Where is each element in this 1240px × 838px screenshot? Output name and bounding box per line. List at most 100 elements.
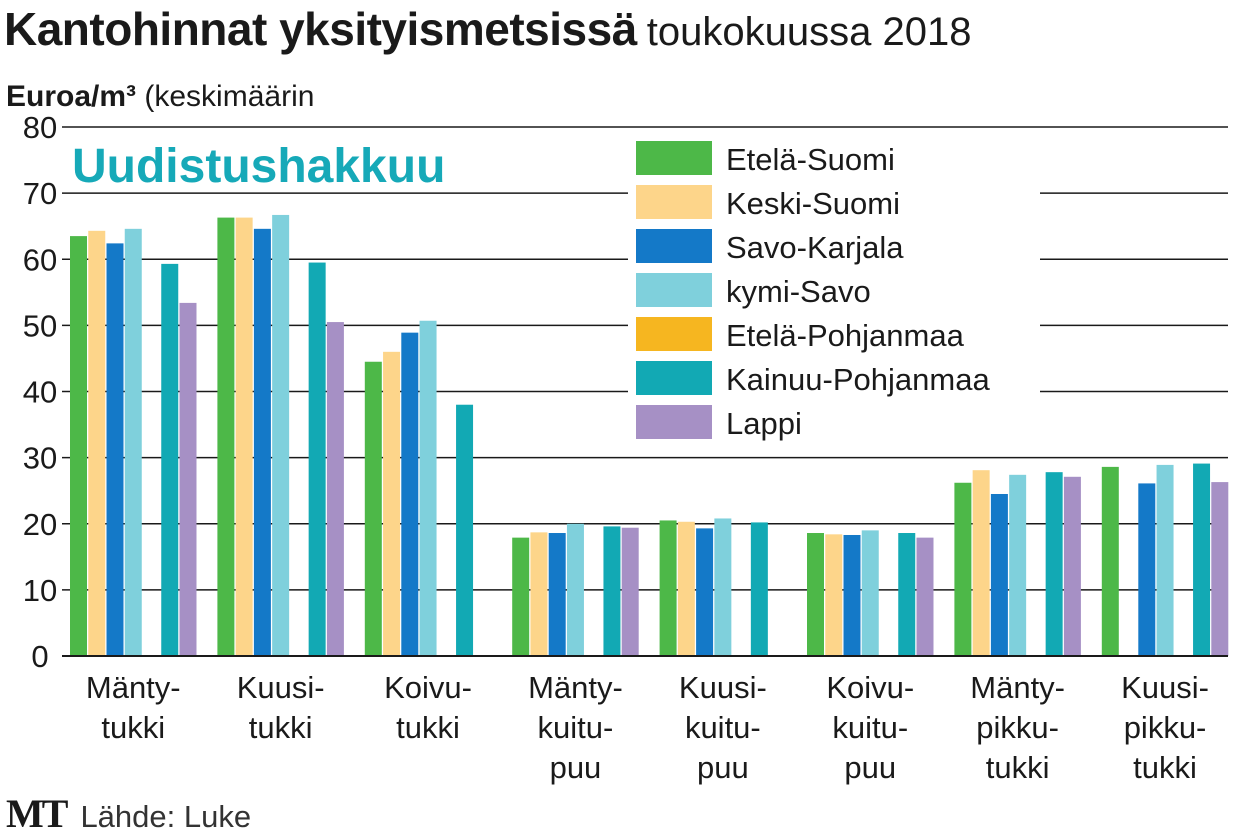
bar [383, 351, 401, 656]
legend-label: Etelä-Pohjanmaa [726, 318, 965, 353]
bar [530, 532, 548, 656]
bar [1009, 474, 1027, 656]
x-tick-label: puu [550, 750, 602, 785]
bar [1045, 472, 1063, 656]
x-tick-label: tukki [986, 750, 1050, 785]
x-tick-label: kuitu- [538, 710, 614, 745]
footer: MT Lähde: Luke [6, 790, 251, 837]
y-tick-label: 20 [23, 507, 57, 542]
x-tick-label: kuitu- [832, 710, 908, 745]
bar [106, 243, 124, 656]
unit-label-bold: Euroa/m³ [6, 80, 137, 113]
bar [677, 521, 695, 656]
bar [88, 230, 106, 656]
bar [272, 214, 290, 657]
bar [512, 537, 530, 656]
x-tick-label: Kuusi- [679, 670, 767, 705]
bar [1101, 466, 1119, 656]
chart-header: Kantohinnat yksityismetsissä toukokuussa … [4, 2, 971, 56]
legend-label: kymi-Savo [726, 274, 871, 309]
y-tick-label: 10 [23, 573, 57, 608]
bar [179, 302, 197, 656]
bar [621, 527, 639, 656]
x-tick-label: Mänty- [970, 670, 1065, 705]
x-tick-label: pikku- [1124, 710, 1207, 745]
bar [825, 534, 843, 656]
y-tick-label: 50 [23, 308, 57, 343]
bar [659, 520, 677, 656]
bar [326, 322, 344, 656]
bar [972, 470, 990, 656]
x-tick-label: Kuusi- [1121, 670, 1209, 705]
y-tick-label: 60 [23, 242, 57, 277]
legend-swatch [636, 185, 712, 219]
bar [308, 262, 326, 656]
bar [861, 530, 879, 656]
bar [217, 217, 235, 656]
bar [1156, 464, 1174, 656]
panel-label: Uudistushakkuu [72, 140, 445, 193]
bar [990, 493, 1008, 656]
bar [843, 534, 861, 656]
bar [548, 533, 566, 656]
y-tick-label: 30 [23, 441, 57, 476]
chart-subtitle: toukokuussa 2018 [646, 10, 972, 54]
bar [898, 533, 916, 656]
legend-label: Etelä-Suomi [726, 142, 895, 177]
bar [364, 361, 382, 656]
y-tick-label: 0 [31, 639, 48, 674]
legend-swatch [636, 273, 712, 307]
x-tick-label: kuitu- [685, 710, 761, 745]
bar [1138, 483, 1156, 656]
bar [253, 228, 271, 656]
bar [566, 523, 584, 656]
unit-label-rest: (keskimäärin [144, 80, 315, 113]
y-tick-label: 40 [23, 375, 57, 410]
bar [161, 263, 179, 656]
bar [954, 482, 972, 656]
bar [916, 537, 934, 656]
bar [70, 236, 87, 656]
legend-label: Savo-Karjala [726, 230, 904, 265]
bar [603, 526, 621, 656]
bar [750, 522, 768, 656]
bar [401, 332, 419, 656]
legend-swatch [636, 361, 712, 395]
legend-label: Kainuu-Pohjanmaa [726, 362, 990, 397]
x-tick-label: puu [697, 750, 749, 785]
x-tick-label: tukki [396, 710, 460, 745]
x-tick-label: Koivu- [826, 670, 914, 705]
bar [1193, 463, 1211, 656]
x-tick-label: Mänty- [86, 670, 181, 705]
legend-label: Keski-Suomi [726, 186, 900, 221]
chart-title: Kantohinnat yksityismetsissä [4, 3, 637, 55]
x-tick-label: tukki [1133, 750, 1197, 785]
bar [419, 320, 437, 656]
y-tick-label: 80 [23, 110, 57, 145]
bar [714, 518, 732, 656]
x-tick-label: puu [844, 750, 896, 785]
y-axis-unit-label: Euroa/m³ (keskimäärin [6, 80, 314, 114]
bar [1211, 482, 1229, 656]
y-tick-label: 70 [23, 176, 57, 211]
bar [1063, 476, 1081, 656]
bar [696, 528, 714, 656]
x-tick-label: tukki [101, 710, 165, 745]
x-tick-label: Kuusi- [237, 670, 325, 705]
legend-swatch [636, 405, 712, 439]
bar [456, 404, 474, 656]
bar [235, 217, 253, 656]
legend-swatch [636, 317, 712, 351]
legend-swatch [636, 141, 712, 175]
x-tick-label: Mänty- [528, 670, 623, 705]
x-tick-label: tukki [249, 710, 313, 745]
bar [807, 533, 824, 656]
x-tick-label: pikku- [976, 710, 1059, 745]
source-note: Lähde: Luke [80, 799, 252, 834]
legend-label: Lappi [726, 406, 802, 441]
x-tick-label: Koivu- [384, 670, 472, 705]
legend-swatch [636, 229, 712, 263]
bar [124, 228, 142, 656]
mt-logo: MT [6, 791, 68, 836]
